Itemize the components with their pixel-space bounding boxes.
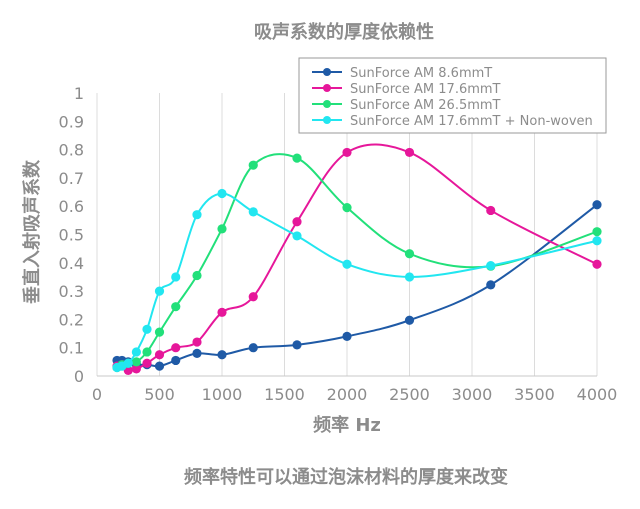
series-1-point-5 — [154, 350, 165, 360]
series-2-point-12 — [404, 249, 415, 259]
x-tick-label-5: 2500 — [389, 385, 430, 404]
series-2-point-8 — [217, 224, 227, 234]
legend-label-2: SunForce AM 26.5mmT — [350, 98, 501, 113]
x-tick-label-7: 3500 — [514, 385, 555, 404]
series-1-point-14 — [592, 259, 602, 269]
series-3-point-7 — [192, 210, 202, 220]
series-0-point-6 — [171, 355, 181, 366]
series-3-point-6 — [171, 272, 181, 282]
series-layer — [112, 143, 602, 375]
legend-marker-3 — [323, 116, 331, 124]
series-2-point-4 — [142, 347, 152, 357]
x-tick-label-1: 500 — [144, 385, 175, 404]
y-tick-label-6: 0.6 — [59, 197, 84, 216]
x-tick-label-6: 3000 — [452, 385, 493, 404]
series-3-point-5 — [154, 286, 165, 296]
legend-marker-1 — [323, 84, 331, 92]
x-tick-label-0: 0 — [92, 385, 102, 404]
series-3-point-3 — [131, 347, 141, 357]
series-2-point-11 — [342, 203, 352, 213]
series-3-point-14 — [592, 236, 602, 246]
chart-title: 吸声系数的厚度依赖性 — [254, 21, 434, 43]
series-1 — [112, 143, 602, 375]
y-tick-label-8: 0.8 — [59, 141, 84, 160]
legend-marker-0 — [323, 68, 331, 76]
series-1-point-6 — [171, 343, 181, 353]
series-3-point-13 — [486, 261, 496, 271]
series-2-point-10 — [292, 153, 302, 163]
series-3 — [112, 188, 602, 373]
series-0-point-7 — [192, 348, 202, 358]
series-3-point-9 — [248, 207, 258, 217]
y-tick-label-4: 0.4 — [59, 254, 84, 273]
axis-layer: 0 500 1000 1500 2000 2500 3000 3500 4000 0 0.1 0.2 0… — [59, 84, 618, 404]
y-tick-label-9: 0.9 — [59, 112, 84, 131]
series-2-point-14 — [592, 227, 602, 237]
series-3-point-4 — [142, 324, 152, 334]
series-2-point-9 — [248, 160, 258, 170]
series-0-point-12 — [404, 315, 415, 325]
series-2-point-7 — [192, 270, 202, 281]
series-0-point-8 — [217, 350, 227, 360]
legend-box — [298, 57, 607, 134]
series-0 — [112, 200, 602, 371]
series-0-point-13 — [486, 280, 496, 290]
y-tick-label-3: 0.3 — [59, 282, 84, 301]
series-1-point-12 — [404, 147, 415, 158]
series-1-point-3 — [131, 364, 141, 374]
series-1-point-10 — [292, 217, 302, 227]
x-tick-label-3: 1500 — [264, 385, 305, 404]
legend-label-1: SunForce AM 17.6mmT — [350, 82, 501, 97]
series-3-point-10 — [292, 231, 302, 241]
legend-label-3: SunForce AM 17.6mmT + Non-woven — [350, 114, 593, 129]
series-1-point-13 — [486, 205, 496, 216]
x-axis-label: 频率 Hz — [313, 414, 381, 436]
series-0-point-14 — [592, 200, 602, 210]
y-tick-label-2: 0.2 — [59, 310, 84, 329]
y-tick-label-1: 0.1 — [59, 339, 84, 358]
series-3-point-8 — [217, 188, 227, 199]
series-2-point-6 — [171, 302, 181, 312]
y-axis-label: 垂直入射吸声系数 — [21, 159, 43, 304]
series-1-point-4 — [142, 358, 152, 368]
legend-label-0: SunForce AM 8.6mmT — [350, 66, 492, 81]
legend-marker-2 — [323, 100, 331, 108]
series-3-point-2 — [123, 358, 133, 368]
y-tick-label-5: 0.5 — [59, 226, 84, 245]
series-2 — [112, 153, 602, 373]
y-tick-label-10: 1 — [74, 84, 84, 103]
series-3-point-12 — [404, 272, 415, 282]
y-tick-label-7: 0.7 — [59, 169, 84, 188]
x-tick-label-8: 4000 — [577, 385, 618, 404]
series-1-point-11 — [342, 147, 352, 158]
series-1-point-9 — [248, 292, 258, 302]
x-tick-label-2: 1000 — [202, 385, 243, 404]
series-3-line — [116, 192, 598, 369]
series-0-point-5 — [154, 361, 165, 371]
series-3-point-11 — [342, 259, 352, 269]
series-1-point-8 — [217, 307, 227, 317]
series-0-point-11 — [342, 331, 352, 341]
chart-caption: 频率特性可以通过泡沫材料的厚度来改变 — [184, 466, 508, 488]
series-0-point-9 — [248, 343, 258, 353]
series-2-point-3 — [131, 357, 141, 367]
series-1-point-7 — [192, 337, 202, 347]
series-0-point-10 — [292, 340, 302, 350]
series-2-point-5 — [154, 327, 165, 337]
y-tick-label-0: 0 — [74, 367, 84, 386]
x-tick-label-4: 2000 — [327, 385, 368, 404]
